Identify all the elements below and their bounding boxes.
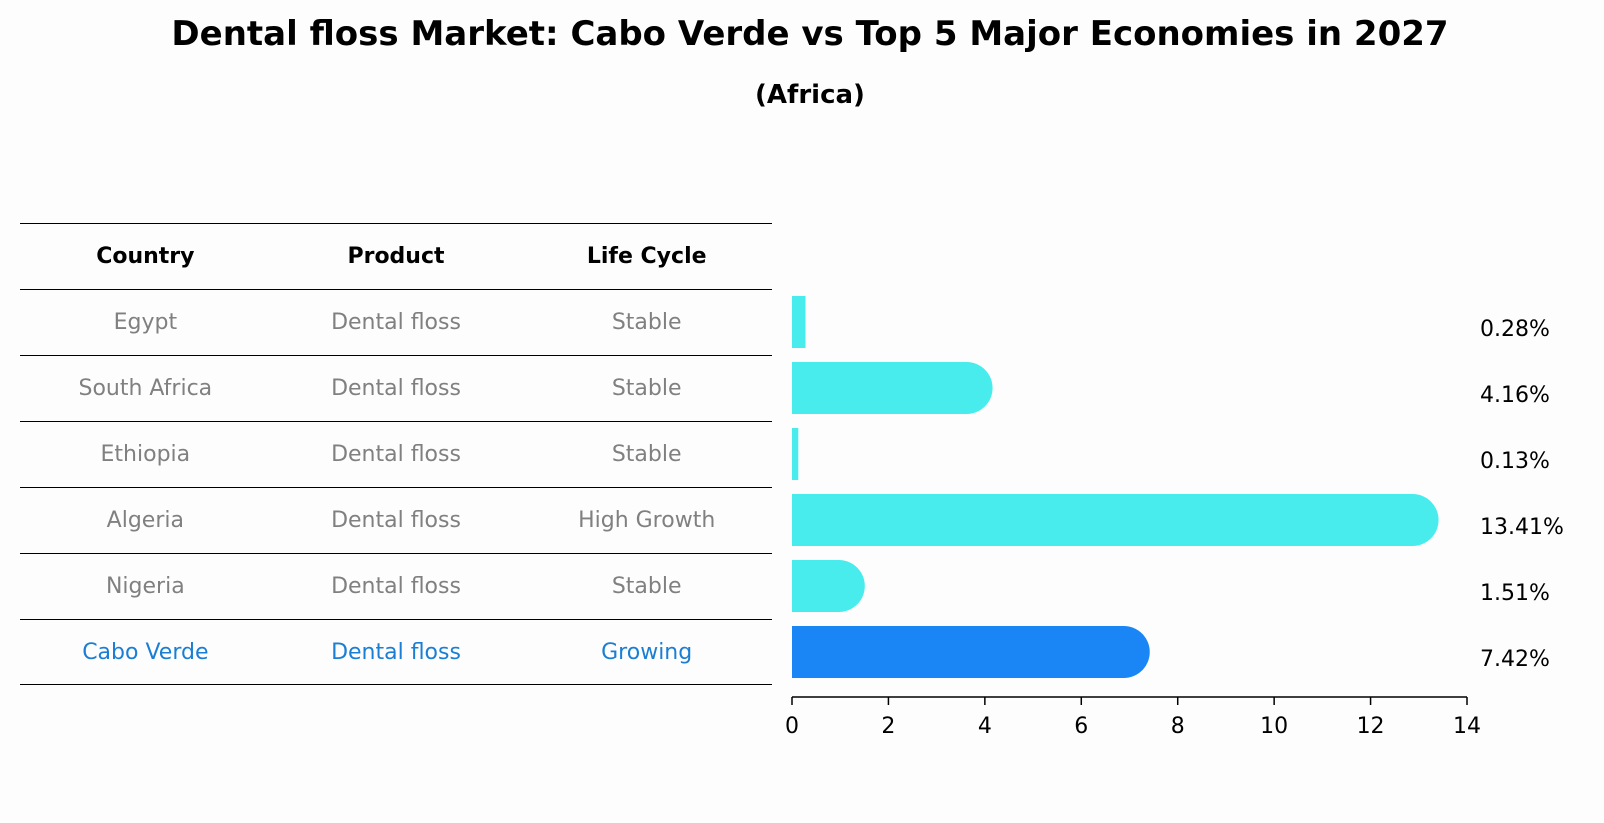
country-cell: Nigeria: [105, 574, 185, 599]
x-tick-label: 12: [1357, 714, 1385, 739]
life-cycle-cell: Stable: [611, 442, 682, 467]
life-cycle-cell: Stable: [611, 376, 682, 401]
value-label: 0.13%: [1480, 449, 1550, 474]
life-cycle-cell: Stable: [611, 574, 682, 599]
bar-algeria: [792, 494, 1439, 546]
value-label: 7.42%: [1480, 647, 1550, 672]
value-label: 13.41%: [1480, 515, 1564, 540]
product-cell: Dental floss: [331, 442, 461, 467]
value-label: 4.16%: [1480, 383, 1550, 408]
country-cell: Egypt: [113, 310, 178, 335]
table-row: Egypt Dental floss Stable: [20, 289, 772, 355]
x-tick-label: 0: [785, 714, 799, 739]
value-label: 0.28%: [1480, 317, 1550, 342]
chart-title: Dental floss Market: Cabo Verde vs Top 5…: [171, 14, 1449, 54]
product-cell: Dental floss: [331, 310, 461, 335]
header-product: Product: [347, 244, 445, 269]
life-cycle-cell: Growing: [601, 639, 693, 665]
bar-egypt: [792, 296, 806, 348]
product-cell: Dental floss: [331, 574, 461, 599]
x-tick-label: 6: [1074, 714, 1088, 739]
x-tick-label: 10: [1260, 714, 1288, 739]
table-row: Nigeria Dental floss Stable: [20, 553, 772, 619]
table-header-row: Country Product Life Cycle: [20, 223, 772, 289]
x-tick-label: 8: [1171, 714, 1185, 739]
country-cell: Ethiopia: [100, 442, 191, 467]
x-tick-label: 14: [1453, 714, 1481, 739]
country-cell: Cabo Verde: [82, 639, 209, 665]
bar-cabo-verde: [792, 626, 1150, 678]
product-cell: Dental floss: [331, 376, 461, 401]
product-cell: Dental floss: [331, 639, 461, 665]
table-row: South Africa Dental floss Stable: [20, 355, 772, 421]
bar-nigeria: [792, 560, 865, 612]
header-life-cycle: Life Cycle: [586, 244, 707, 269]
table-row: Algeria Dental floss High Growth: [20, 487, 772, 553]
country-cell: Algeria: [106, 508, 184, 533]
x-tick-label: 4: [978, 714, 992, 739]
chart-subtitle: (Africa): [755, 80, 865, 110]
life-cycle-cell: Stable: [611, 310, 682, 335]
x-tick-label: 2: [881, 714, 895, 739]
bar-south-africa: [792, 362, 993, 414]
table-row: Ethiopia Dental floss Stable: [20, 421, 772, 487]
bar-ethiopia: [792, 428, 799, 480]
header-country: Country: [96, 244, 195, 269]
country-cell: South Africa: [78, 376, 213, 401]
table-row-highlight: Cabo Verde Dental floss Growing: [20, 619, 772, 685]
country-table: Country Product Life Cycle Egypt Dental …: [20, 223, 772, 685]
life-cycle-cell: High Growth: [578, 508, 716, 533]
value-label: 1.51%: [1480, 581, 1550, 606]
product-cell: Dental floss: [331, 508, 461, 533]
